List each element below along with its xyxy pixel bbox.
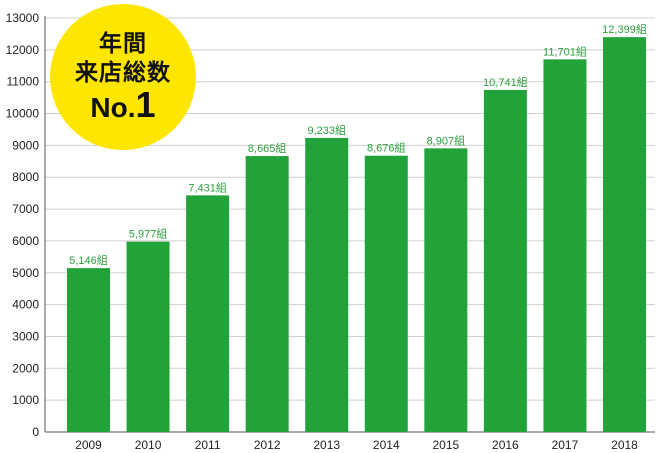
y-tick-label-11000: 11000 (7, 75, 40, 89)
x-tick-label-2013: 2013 (313, 438, 340, 452)
data-label-2016: 10,741組 (483, 76, 528, 89)
y-tick-label-3000: 3000 (12, 329, 39, 343)
y-tick-label-6000: 6000 (12, 234, 39, 248)
bar-2011 (186, 195, 230, 432)
badge-line-2: 来店総数 (75, 59, 171, 86)
data-label-2015: 8,907組 (427, 134, 466, 147)
y-tick-label-5000: 5000 (12, 266, 39, 280)
y-tick-label-12000: 12000 (6, 43, 40, 57)
y-tick-label-13000: 13000 (6, 11, 40, 25)
badge-rank: No.1 (90, 86, 155, 125)
y-tick-label-2000: 2000 (12, 361, 39, 375)
bar-2015 (424, 148, 468, 432)
bar-2017 (543, 59, 587, 432)
badge-rank-prefix: No. (90, 91, 136, 123)
data-label-2012: 8,665組 (248, 142, 287, 155)
bar-2013 (305, 137, 349, 432)
y-tick-label-8000: 8000 (12, 170, 39, 184)
x-tick-label-2018: 2018 (611, 438, 638, 452)
ranking-badge: 年間 来店総数 No.1 (50, 4, 196, 150)
y-tick-label-1000: 1000 (12, 393, 39, 407)
bar-2009 (67, 268, 110, 432)
x-tick-label-2011: 2011 (195, 438, 221, 452)
badge-rank-number: 1 (135, 83, 156, 125)
x-tick-label-2009: 2009 (75, 438, 102, 452)
data-label-2009: 5,146組 (69, 254, 108, 267)
x-tick-label-2017: 2017 (552, 438, 579, 452)
y-tick-label-4000: 4000 (12, 298, 39, 312)
x-tick-label-2010: 2010 (135, 438, 162, 452)
x-tick-label-2015: 2015 (432, 438, 459, 452)
y-tick-label-9000: 9000 (12, 138, 39, 152)
bar-2018 (603, 37, 646, 433)
bar-2014 (364, 155, 408, 433)
y-tick-label-7000: 7000 (12, 202, 39, 216)
data-label-2010: 5,977組 (129, 228, 168, 241)
data-label-2014: 8,676組 (367, 142, 406, 155)
data-label-2013: 9,233組 (307, 124, 346, 137)
x-tick-label-2016: 2016 (492, 438, 519, 452)
data-label-2018: 12,399組 (602, 23, 647, 36)
badge-line-1: 年間 (99, 30, 147, 57)
x-tick-label-2014: 2014 (373, 438, 400, 452)
data-label-2017: 11,701組 (543, 45, 587, 58)
y-tick-label-10000: 10000 (6, 107, 40, 121)
bar-2012 (245, 156, 289, 432)
bar-2010 (126, 241, 170, 432)
y-tick-label-0: 0 (32, 425, 39, 439)
x-tick-label-2012: 2012 (254, 438, 281, 452)
bar-2016 (483, 89, 527, 432)
data-label-2011: 7,431組 (188, 181, 227, 194)
